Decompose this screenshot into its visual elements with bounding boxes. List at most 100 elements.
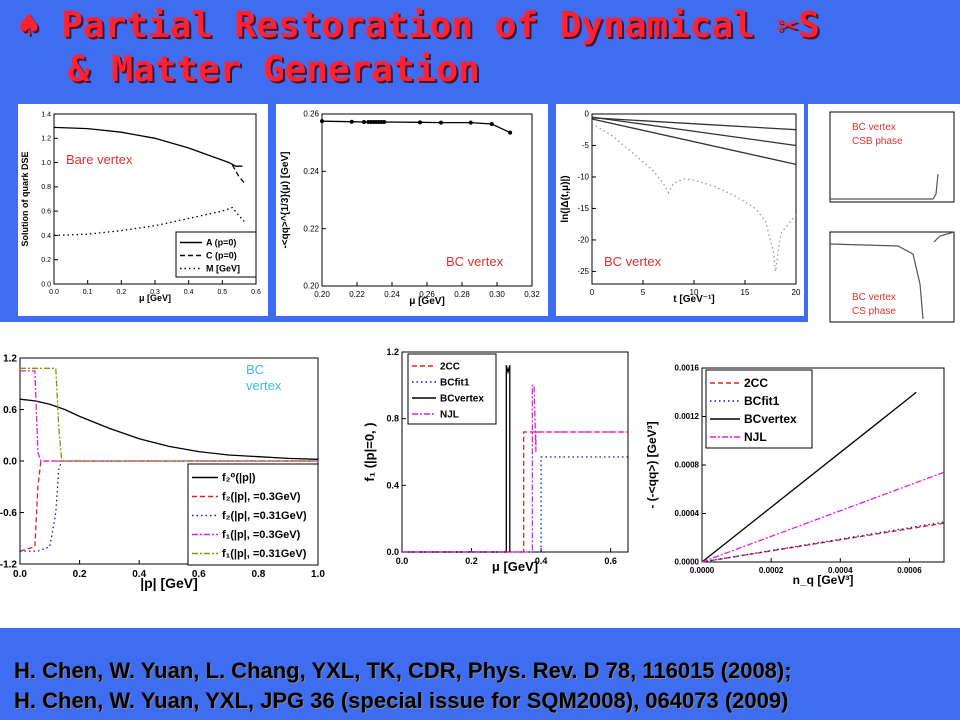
series-line-1	[231, 164, 247, 185]
data-point	[439, 120, 443, 125]
x-tick-label: 0.8	[251, 569, 265, 580]
legend-label: BCvertex	[744, 412, 797, 426]
reference-1: H. Chen, W. Yuan, L. Chang, YXL, TK, CDR…	[14, 658, 792, 683]
chart-condensate-nq: 0.0000 0.0002 0.0004 0.0006 0.0000 0.0004 0.00…	[645, 364, 945, 587]
annotation-text: BC vertex	[446, 254, 504, 269]
annotation-text: BC vertex	[852, 122, 896, 133]
inset-line-top	[830, 173, 939, 200]
annotation-text: CS phase	[852, 306, 896, 317]
legend-box	[187, 463, 319, 566]
y-tick-label: 0.6	[3, 405, 17, 416]
data-point	[320, 119, 324, 124]
series-line-3	[591, 122, 797, 272]
series-line-0	[402, 431, 628, 553]
references: H. Chen, W. Yuan, L. Chang, YXL, TK, CDR…	[14, 656, 954, 716]
data-point	[418, 120, 422, 125]
x-tick-label: 0.26	[419, 290, 435, 299]
legend-label: BCfit1	[440, 377, 470, 388]
series-line-2	[701, 391, 917, 563]
panel-small-insets: BC vertex CSB phase BC vertex CS phase	[808, 104, 960, 336]
panel-condensate: 0.20 0.22 0.24 0.26 0.28 0.30 0.32 0.20 0.22 0.24…	[276, 104, 548, 316]
legend-label: f₁(|p|, =0.31GeV)	[222, 548, 307, 560]
y-axis-label: f₁ (|p|=0, )	[362, 422, 377, 481]
y-tick-label: 0.0	[3, 456, 17, 467]
y-tick-label: 0	[585, 110, 590, 119]
y-tick-label: -25	[577, 267, 589, 276]
x-tick-label: 0.30	[489, 290, 505, 299]
y-tick-label: 0.8	[41, 184, 51, 191]
y-tick-label: 1.2	[3, 353, 17, 364]
y-tick-label: -15	[577, 204, 589, 213]
series-line-0	[591, 117, 797, 131]
inset-frame-top	[829, 111, 955, 203]
panel-condensate-nq: 0.0000 0.0002 0.0004 0.0006 0.0000 0.0004 0.00…	[638, 352, 960, 612]
data-point	[508, 130, 513, 135]
x-tick-label: 0.4	[184, 289, 194, 296]
x-tick-label: 0.0	[49, 289, 59, 296]
x-axis-label: |p| [GeV]	[140, 575, 198, 591]
series-line-1	[701, 521, 945, 563]
legend-label: f₁(|p|, =0.3GeV)	[222, 529, 301, 541]
x-tick-label: 0.6	[604, 556, 617, 566]
x-tick-label: 15	[741, 288, 750, 297]
x-tick-label: 0.22	[349, 290, 365, 299]
y-tick-label: 0.0008	[675, 461, 700, 470]
data-point	[362, 120, 366, 125]
legend-label: f₂⁰(|p|)	[222, 472, 256, 484]
y-tick-label: 0.6	[41, 208, 51, 215]
y-axis-label: ln(|Δ(t,μ)|)	[560, 175, 571, 222]
series-line-3	[701, 471, 945, 563]
legend-label: f₂(|p|, =0.31GeV)	[222, 510, 307, 522]
x-tick-label: 0.28	[454, 290, 470, 299]
reference-2: H. Chen, W. Yuan, YXL, JPG 36 (special i…	[14, 688, 789, 713]
legend-label: M [GeV]	[206, 264, 240, 274]
x-tick-label: 0.3	[150, 289, 160, 296]
series-line-2	[591, 118, 797, 166]
y-tick-label: 0.22	[303, 224, 319, 233]
y-axis-label: -<qq>^{1/3}(μ) [GeV]	[280, 152, 291, 249]
legend-label: C (p=0)	[206, 251, 237, 261]
x-tick-label: 1.0	[311, 569, 325, 580]
x-tick-label: 20	[792, 288, 801, 297]
series-line-0	[53, 126, 243, 167]
data-point	[468, 120, 473, 125]
x-axis-label: μ [GeV]	[492, 559, 538, 574]
panel-f-functions: 0.0 0.2 0.4 0.6 0.8 1.0 1.2 0.6 0.0 -0.6 -1.2 |p| […	[0, 340, 334, 612]
x-tick-label: 0.4	[535, 556, 548, 566]
legend-label: BCvertex	[440, 393, 484, 404]
legend-label: A (p=0)	[206, 238, 236, 248]
x-tick-label: 0.0002	[759, 566, 784, 575]
slide-title: ♠ Partial Restoration of Dynamical ✂S & …	[18, 4, 820, 92]
series-line-1	[591, 116, 797, 147]
y-tick-label: 0.0	[386, 547, 399, 557]
y-tick-label: 0.0016	[675, 364, 700, 373]
y-tick-label: -10	[577, 173, 589, 182]
x-tick-label: 0.6	[251, 289, 261, 296]
panel-f1-mu: 0.0 0.2 0.4 0.6 0.0 0.4 0.8 1.2 μ [GeV] f₁ (|p|=0…	[352, 340, 630, 612]
data-point	[382, 120, 387, 125]
legend-label: NJL	[440, 409, 459, 420]
annotation-text: BC vertex	[604, 254, 662, 269]
x-axis-label: n_q [GeV³]	[793, 573, 854, 587]
series-line-2	[53, 206, 247, 237]
y-tick-label: -5	[582, 141, 590, 150]
y-tick-label: 1.4	[41, 111, 51, 118]
inset-line-bottom	[829, 243, 924, 320]
y-tick-label: 0.24	[303, 167, 319, 176]
x-tick-label: 0.1	[83, 289, 93, 296]
chart-f-functions: 0.0 0.2 0.4 0.6 0.8 1.0 1.2 0.6 0.0 -0.6 -1.2 |p| […	[0, 353, 325, 591]
x-tick-label: 0.6	[192, 569, 206, 580]
annotation-text: BC vertex	[852, 292, 896, 303]
y-tick-label: 0.0000	[675, 558, 700, 567]
y-tick-label: -20	[577, 236, 589, 245]
x-tick-label: 0.2	[116, 289, 126, 296]
inset-line-bottom-2	[933, 231, 955, 243]
x-tick-label: 0.2	[73, 569, 87, 580]
legend-label: BCfit1	[744, 394, 780, 408]
x-tick-label: 10	[690, 288, 699, 297]
annotation-text: Bare vertex	[66, 152, 133, 167]
x-tick-label: 0.2	[465, 556, 478, 566]
y-axis-label: Solution of quark DSE	[20, 151, 30, 246]
x-tick-label: 0.0000	[690, 566, 715, 575]
x-tick-label: 0.32	[524, 290, 540, 299]
